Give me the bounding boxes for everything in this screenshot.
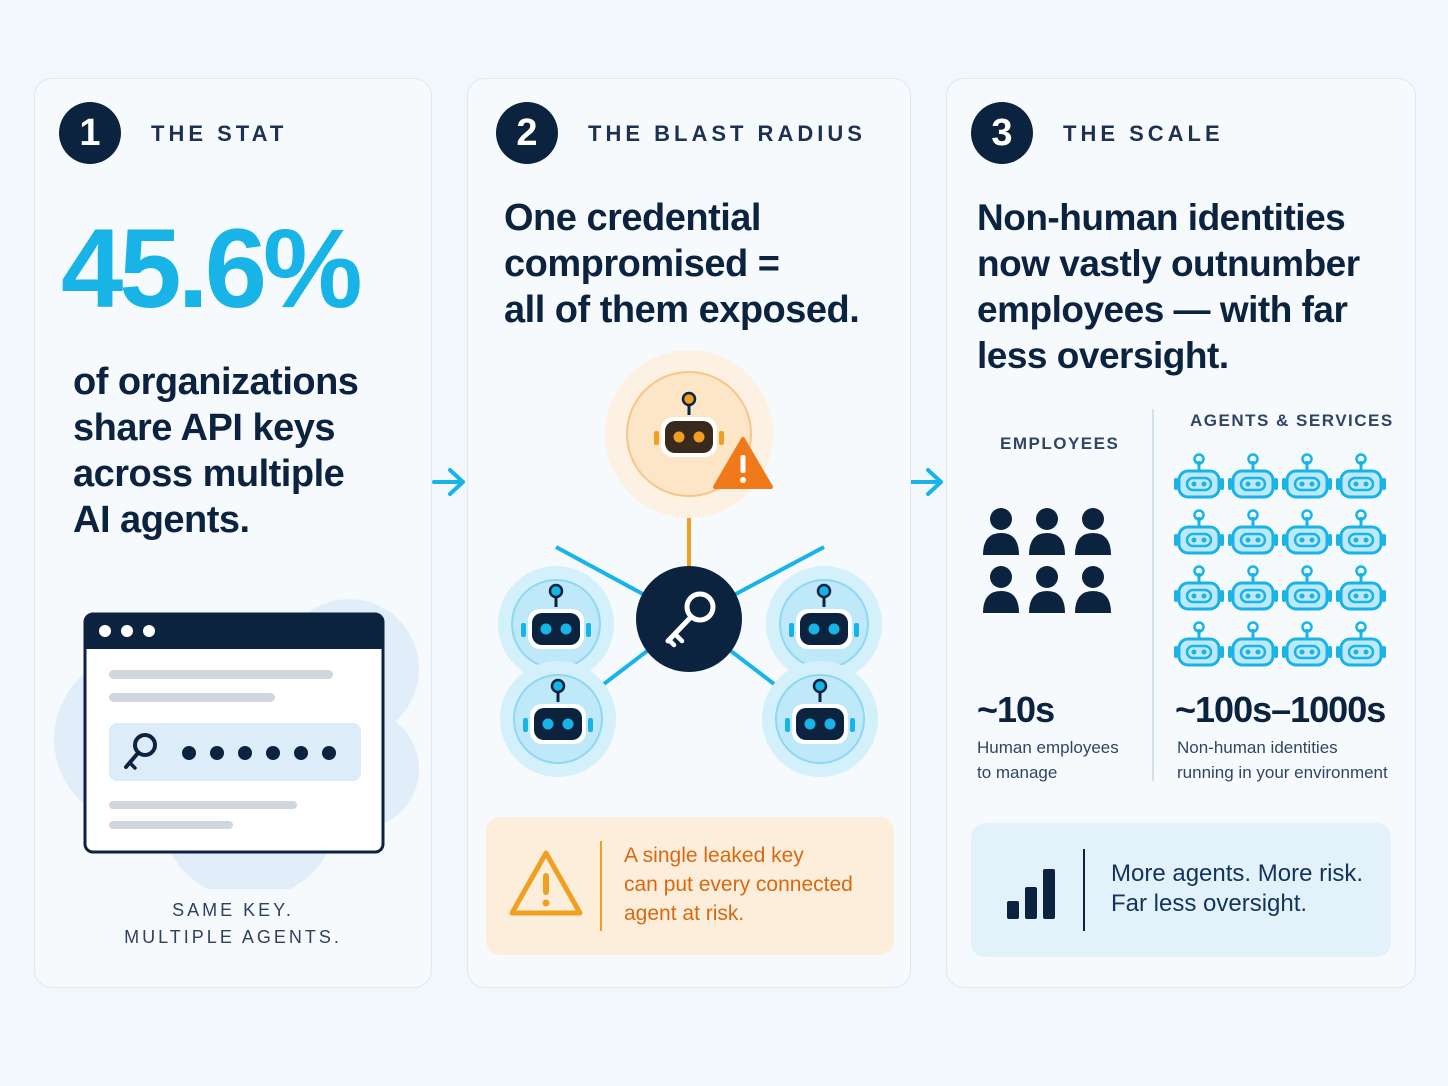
arrow-right-icon [432, 468, 465, 496]
robot-icon [498, 566, 614, 682]
robot-icon [1282, 565, 1332, 611]
headline-line: all of them exposed. [504, 289, 860, 331]
big-stat: 45.6% [61, 206, 363, 331]
key-icon [636, 566, 742, 672]
description-line: Human employees [977, 738, 1119, 757]
warning-callout: A single leaked key can put every connec… [486, 817, 894, 955]
robot-icon [1228, 621, 1278, 667]
blast-headline: One credential compromised = all of them… [504, 195, 860, 333]
headline-line: across multiple [73, 453, 345, 495]
panel-scale: 3 THE SCALE Non-human identities now vas… [946, 78, 1416, 988]
robot-icon [500, 661, 616, 777]
agents-grid [1174, 453, 1386, 667]
description-line: running in your environment [1177, 763, 1388, 782]
summary-line: More agents. More risk. [1111, 860, 1364, 887]
robot-icon [1282, 453, 1332, 499]
stat-description: of organizations share API keys across m… [73, 359, 359, 543]
callout-text: A single leaked key can put every connec… [624, 841, 884, 928]
step-number-1: 1 [59, 102, 121, 164]
description-line: to manage [977, 763, 1058, 782]
headline-line: Non-human identities [977, 197, 1346, 238]
robot-icon [1228, 453, 1278, 499]
robot-icon [1228, 509, 1278, 555]
panel-stat: 1 THE STAT 45.6% of organizations share … [34, 78, 432, 988]
robot-icon [762, 661, 878, 777]
panel-blast-radius: 2 THE BLAST RADIUS One credential compro… [467, 78, 911, 988]
browser-window-icon [54, 599, 419, 889]
key-icon [124, 733, 157, 770]
summary-callout: More agents. More risk. Far less oversig… [971, 823, 1391, 957]
headline-line: less oversight. [977, 335, 1229, 376]
robot-icon [1228, 565, 1278, 611]
headline-line: employees — with far [977, 289, 1348, 330]
robot-icon [1336, 453, 1386, 499]
panel-caption: SAME KEY. MULTIPLE AGENTS. [35, 897, 431, 951]
warning-icon [509, 850, 583, 916]
callout-line: A single leaked key [624, 844, 804, 867]
panel-kicker: THE SCALE [1063, 121, 1224, 146]
callout-line: agent at risk. [624, 902, 745, 925]
caption-line: SAME KEY. [172, 900, 294, 920]
arrow-right-icon [910, 468, 943, 496]
agents-label: AGENTS & SERVICES [1190, 411, 1394, 430]
panel-kicker: THE STAT [151, 121, 288, 146]
person-icon [1029, 508, 1065, 555]
description-line: Non-human identities [1177, 738, 1338, 757]
robot-icon [1174, 509, 1224, 555]
robot-icon [654, 391, 724, 457]
step-number-3: 3 [971, 102, 1033, 164]
employees-label: EMPLOYEES [1000, 434, 1120, 453]
headline-line: now vastly outnumber [977, 243, 1360, 284]
bar-chart-icon [1007, 869, 1055, 919]
robot-icon [1336, 509, 1386, 555]
robot-icon [766, 566, 882, 682]
panel-kicker: THE BLAST RADIUS [588, 121, 866, 146]
password-dots-icon [182, 746, 336, 760]
robot-icon [1174, 453, 1224, 499]
robot-icon [1174, 621, 1224, 667]
headline-line: share API keys [73, 407, 336, 449]
robot-icon [1282, 509, 1332, 555]
person-icon [983, 566, 1019, 613]
person-icon [1075, 566, 1111, 613]
person-icon [1029, 566, 1065, 613]
employees-description: Human employees to manage [977, 735, 1119, 785]
agents-description: Non-human identities running in your env… [1177, 735, 1388, 785]
robot-icon [1282, 621, 1332, 667]
blast-radius-diagram [498, 350, 882, 777]
summary-line: Far less oversight. [1111, 890, 1308, 917]
summary-text: More agents. More risk. Far less oversig… [1111, 859, 1363, 919]
agents-count: ~100s–1000s [1175, 689, 1386, 730]
person-icon [983, 508, 1019, 555]
robot-icon [1336, 621, 1386, 667]
employees-grid [983, 508, 1111, 613]
divider [600, 841, 602, 931]
headline-line: One credential [504, 197, 761, 239]
column-divider [1152, 409, 1154, 781]
robot-icon [1174, 565, 1224, 611]
headline-line: AI agents. [73, 499, 250, 541]
scale-headline: Non-human identities now vastly outnumbe… [977, 195, 1360, 379]
caption-line: MULTIPLE AGENTS. [124, 927, 342, 947]
callout-line: can put every connected [624, 873, 853, 896]
employees-count: ~10s [977, 689, 1055, 730]
headline-line: of organizations [73, 361, 359, 403]
warning-icon [713, 437, 773, 489]
person-icon [1075, 508, 1111, 555]
headline-line: compromised = [504, 243, 780, 285]
robot-icon [1336, 565, 1386, 611]
divider [1083, 849, 1085, 931]
step-number-2: 2 [496, 102, 558, 164]
